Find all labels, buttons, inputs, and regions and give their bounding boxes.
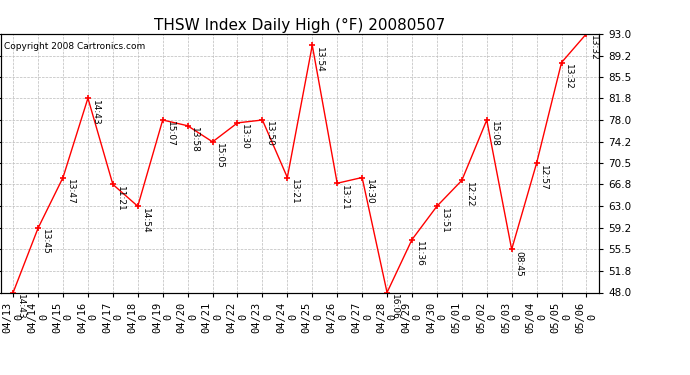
Text: 08:45: 08:45 <box>515 251 524 276</box>
Text: 13:47: 13:47 <box>66 179 75 205</box>
Title: THSW Index Daily High (°F) 20080507: THSW Index Daily High (°F) 20080507 <box>154 18 446 33</box>
Text: 13:45: 13:45 <box>41 230 50 255</box>
Text: 11:36: 11:36 <box>415 241 424 267</box>
Text: 16:06: 16:06 <box>390 294 399 320</box>
Text: 13:54: 13:54 <box>315 46 324 72</box>
Text: 12:57: 12:57 <box>540 165 549 190</box>
Text: 14:30: 14:30 <box>365 179 374 205</box>
Text: 13:51: 13:51 <box>440 208 449 234</box>
Text: 15:05: 15:05 <box>215 143 224 169</box>
Text: 15:08: 15:08 <box>489 122 499 147</box>
Text: Copyright 2008 Cartronics.com: Copyright 2008 Cartronics.com <box>3 42 145 51</box>
Text: 13:32: 13:32 <box>564 64 573 90</box>
Text: 12:22: 12:22 <box>464 182 473 207</box>
Text: 13:21: 13:21 <box>290 179 299 205</box>
Text: 13:50: 13:50 <box>265 122 274 147</box>
Text: 14:43: 14:43 <box>90 99 100 125</box>
Text: 14:43: 14:43 <box>16 294 25 320</box>
Text: 14:54: 14:54 <box>141 208 150 233</box>
Text: 13:58: 13:58 <box>190 127 199 153</box>
Text: 13:30: 13:30 <box>240 124 249 150</box>
Text: 13:21: 13:21 <box>340 184 349 210</box>
Text: 13:32: 13:32 <box>589 35 598 61</box>
Text: 15:07: 15:07 <box>166 122 175 147</box>
Text: 11:21: 11:21 <box>116 186 125 211</box>
